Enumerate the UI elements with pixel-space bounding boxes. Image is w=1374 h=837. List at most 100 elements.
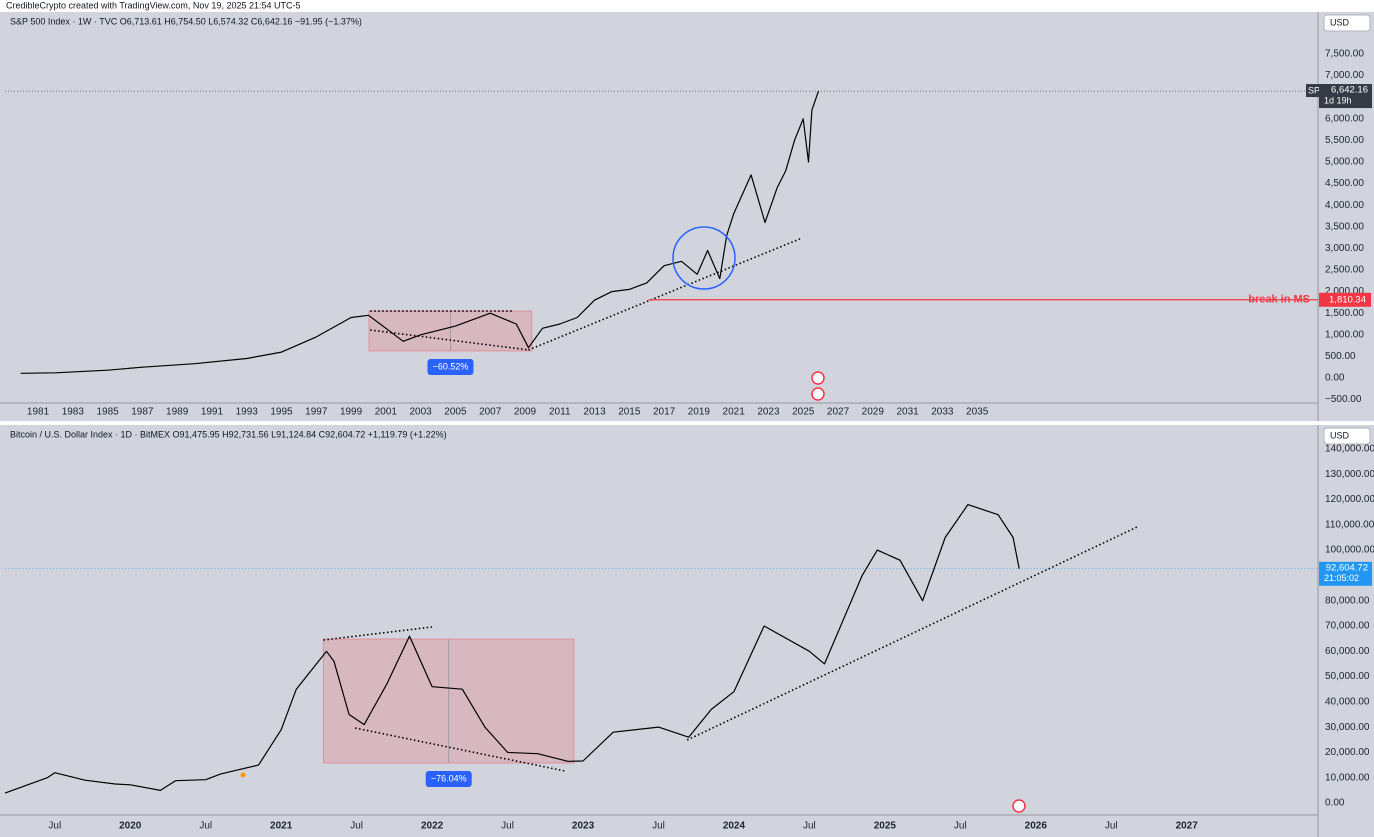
y-tick-label: 1,000.00	[1325, 329, 1364, 340]
x-tick-label: 1989	[166, 407, 189, 418]
level-tag	[1319, 292, 1371, 307]
y-tick-label: 70,000.00	[1325, 621, 1370, 632]
range-label: −76.04%	[431, 773, 467, 783]
x-tick-label: 2033	[931, 407, 954, 418]
x-tick-label: 2020	[119, 821, 142, 832]
highlight-circle	[672, 226, 736, 290]
y-tick-label: 500.00	[1325, 351, 1356, 362]
x-tick-label: 2024	[723, 821, 746, 832]
x-tick-label: 1997	[305, 407, 328, 418]
x-tick-label: 2013	[583, 407, 606, 418]
y-tick-label: 6,000.00	[1325, 113, 1364, 124]
range-label-box	[425, 771, 472, 788]
trendline	[370, 329, 529, 351]
y-tick-label: 50,000.00	[1325, 671, 1370, 682]
x-tick-label: 2031	[896, 407, 919, 418]
y-tick-label: 10,000.00	[1325, 772, 1370, 783]
x-tick-label: Jul	[1105, 821, 1118, 832]
x-tick-label: 2023	[572, 821, 595, 832]
legend: S&P 500 Index · 1W · TVC O6,713.61 H6,75…	[10, 16, 362, 26]
countdown: 21:05:02	[1324, 573, 1359, 583]
event-icon	[811, 387, 825, 401]
range-label: −60.52%	[433, 361, 469, 371]
price-label: 92,604.72	[1326, 562, 1368, 573]
currency: USD	[1330, 17, 1350, 27]
x-tick-label: Jul	[350, 821, 363, 832]
y-tick-label: 5,000.00	[1325, 157, 1364, 168]
x-tick-label: 2007	[479, 407, 502, 418]
x-tick-label: 2003	[410, 407, 433, 418]
price-line	[4, 504, 1020, 794]
plot	[5, 526, 1318, 772]
y-tick-label: 7,500.00	[1325, 49, 1364, 60]
x-tick-label: 1983	[62, 407, 85, 418]
x-tick-label: 2023	[757, 407, 780, 418]
currency-box	[1323, 427, 1371, 445]
x-tick-label: 2027	[1176, 821, 1199, 832]
trendline	[528, 237, 803, 351]
x-tick-label: 1991	[201, 407, 224, 418]
y-tick-label: 0.00	[1325, 373, 1345, 384]
y-tick-label: −500.00	[1325, 394, 1362, 405]
y-tick-label: 3,000.00	[1325, 243, 1364, 254]
x-tick-label: 2026	[1025, 821, 1048, 832]
currency-box	[1323, 14, 1371, 32]
trendline	[686, 526, 1138, 741]
x-tick-label: Jul	[501, 821, 514, 832]
y-tick-label: 120,000.00	[1325, 494, 1374, 505]
y-tick-label: 3,500.00	[1325, 221, 1364, 232]
plot-area	[0, 425, 1374, 837]
currency: USD	[1330, 430, 1350, 440]
y-tick-label: 5,500.00	[1325, 135, 1364, 146]
y-tick-label: 40,000.00	[1325, 696, 1370, 707]
x-tick-label: 2011	[549, 407, 571, 418]
countdown: 1d 19h	[1324, 95, 1352, 105]
x-tick-label: 2021	[723, 407, 746, 418]
x-tick-label: Jul	[954, 821, 967, 832]
event-dot	[240, 772, 246, 778]
x-tick-label: 2025	[874, 821, 897, 832]
level-text: break in MS	[1248, 294, 1310, 306]
y-tick-label: 2,000.00	[1325, 286, 1364, 297]
x-tick-label: Jul	[199, 821, 212, 832]
y-tick-label: 20,000.00	[1325, 747, 1370, 758]
plot-area	[0, 12, 1374, 421]
x-tick-label: 1993	[236, 407, 259, 418]
y-tick-label: 80,000.00	[1325, 595, 1370, 606]
y-tick-label: 4,000.00	[1325, 200, 1364, 211]
y-tick-label: 130,000.00	[1325, 469, 1374, 480]
x-tick-label: 2019	[688, 407, 711, 418]
price-line	[20, 90, 820, 374]
x-tick-label: 2015	[618, 407, 641, 418]
y-tick-label: 60,000.00	[1325, 646, 1370, 657]
y-tick-label: 7,000.00	[1325, 70, 1364, 81]
x-tick-label: 2021	[270, 821, 293, 832]
x-tick-label: 1981	[27, 407, 50, 418]
header: CredibleCrypto created with TradingView.…	[6, 0, 300, 10]
x-tick-label: 2029	[862, 407, 885, 418]
price-label: 6,642.16	[1331, 85, 1368, 96]
x-tick-label: 2025	[792, 407, 815, 418]
x-tick-label: 1999	[340, 407, 363, 418]
x-tick-label: 1985	[96, 407, 119, 418]
price-tag	[1319, 561, 1372, 586]
x-tick-label: Jul	[803, 821, 816, 832]
y-tick-label: 110,000.00	[1325, 519, 1374, 530]
x-tick-label: 2001	[375, 407, 398, 418]
price-tag	[1319, 84, 1372, 109]
x-tick-label: Jul	[652, 821, 665, 832]
x-tick-label: 2035	[966, 407, 989, 418]
x-tick-label: 2027	[827, 407, 850, 418]
y-tick-label: 2,500.00	[1325, 265, 1364, 276]
x-tick-label: 1987	[131, 407, 154, 418]
event-icon	[1012, 799, 1026, 813]
y-tick-label: 1,500.00	[1325, 308, 1364, 319]
event-icon	[811, 371, 825, 385]
y-tick-label: 100,000.00	[1325, 545, 1374, 556]
symbol: SPX	[1308, 85, 1326, 95]
legend: Bitcoin / U.S. Dollar Index · 1D · BitME…	[10, 429, 447, 439]
x-tick-label: Jul	[48, 821, 61, 832]
y-tick-label: 140,000.00	[1325, 444, 1374, 455]
range-label-box	[427, 358, 474, 375]
